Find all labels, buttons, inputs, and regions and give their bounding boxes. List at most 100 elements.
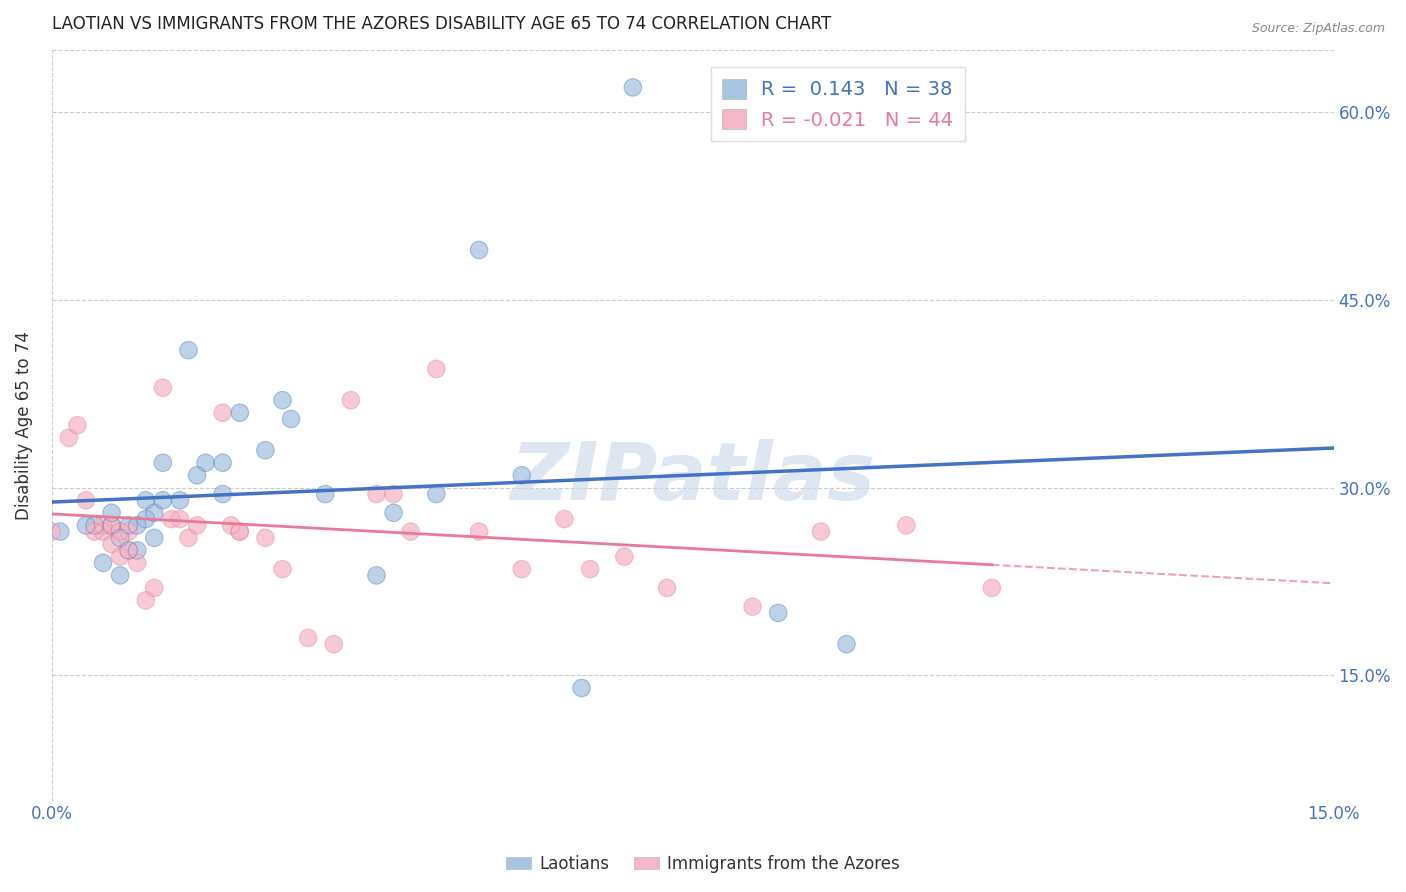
Point xyxy=(340,393,363,408)
Point xyxy=(143,506,166,520)
Point xyxy=(75,518,97,533)
Point xyxy=(425,487,447,501)
Point xyxy=(211,487,233,501)
Point xyxy=(100,537,122,551)
Point xyxy=(143,531,166,545)
Point xyxy=(152,381,174,395)
Legend: Laotians, Immigrants from the Azores: Laotians, Immigrants from the Azores xyxy=(499,848,907,880)
Point xyxy=(571,681,593,695)
Point xyxy=(118,543,141,558)
Point xyxy=(118,543,141,558)
Point xyxy=(135,512,157,526)
Point xyxy=(254,531,277,545)
Point xyxy=(322,637,344,651)
Point xyxy=(468,524,491,539)
Point xyxy=(160,512,183,526)
Point xyxy=(980,581,1002,595)
Point xyxy=(108,549,131,564)
Point xyxy=(66,418,89,433)
Point xyxy=(58,431,80,445)
Point xyxy=(152,493,174,508)
Point xyxy=(229,524,252,539)
Point xyxy=(896,518,918,533)
Point xyxy=(177,531,200,545)
Point xyxy=(108,531,131,545)
Point xyxy=(135,493,157,508)
Point xyxy=(100,506,122,520)
Point xyxy=(980,581,1002,595)
Point xyxy=(83,518,105,533)
Point xyxy=(297,631,319,645)
Point xyxy=(835,637,858,651)
Point xyxy=(135,512,157,526)
Point xyxy=(468,243,491,257)
Text: LAOTIAN VS IMMIGRANTS FROM THE AZORES DISABILITY AGE 65 TO 74 CORRELATION CHART: LAOTIAN VS IMMIGRANTS FROM THE AZORES DI… xyxy=(52,15,831,33)
Point xyxy=(322,637,344,651)
Point xyxy=(177,531,200,545)
Point xyxy=(219,518,242,533)
Point xyxy=(382,487,405,501)
Point xyxy=(254,443,277,458)
Point xyxy=(108,524,131,539)
Point xyxy=(229,406,252,420)
Point xyxy=(75,493,97,508)
Point xyxy=(510,562,533,576)
Point xyxy=(229,406,252,420)
Point xyxy=(118,524,141,539)
Point xyxy=(766,606,789,620)
Legend: R =  0.143   N = 38, R = -0.021   N = 44: R = 0.143 N = 38, R = -0.021 N = 44 xyxy=(710,67,965,141)
Point xyxy=(655,581,678,595)
Point xyxy=(229,524,252,539)
Point xyxy=(83,524,105,539)
Point xyxy=(127,518,149,533)
Point xyxy=(108,549,131,564)
Point xyxy=(135,493,157,508)
Point xyxy=(118,524,141,539)
Point xyxy=(314,487,336,501)
Point xyxy=(896,518,918,533)
Point xyxy=(254,443,277,458)
Point xyxy=(41,524,63,539)
Point xyxy=(49,524,72,539)
Point xyxy=(271,562,294,576)
Point xyxy=(297,631,319,645)
Point xyxy=(127,543,149,558)
Point xyxy=(108,524,131,539)
Point xyxy=(579,562,602,576)
Point xyxy=(135,593,157,607)
Point xyxy=(280,412,302,426)
Point xyxy=(66,418,89,433)
Point xyxy=(41,524,63,539)
Point xyxy=(186,468,208,483)
Point xyxy=(271,562,294,576)
Point xyxy=(468,243,491,257)
Point xyxy=(127,556,149,570)
Point xyxy=(108,568,131,582)
Point xyxy=(366,568,388,582)
Point xyxy=(100,518,122,533)
Point xyxy=(211,456,233,470)
Point xyxy=(152,456,174,470)
Point xyxy=(340,393,363,408)
Point xyxy=(835,637,858,651)
Point xyxy=(186,518,208,533)
Point xyxy=(399,524,422,539)
Point xyxy=(211,406,233,420)
Point xyxy=(169,493,191,508)
Point xyxy=(100,537,122,551)
Point xyxy=(510,562,533,576)
Point xyxy=(127,518,149,533)
Point xyxy=(741,599,763,614)
Point xyxy=(127,543,149,558)
Point xyxy=(613,549,636,564)
Point xyxy=(177,343,200,358)
Point xyxy=(135,593,157,607)
Point xyxy=(810,524,832,539)
Point xyxy=(127,556,149,570)
Point xyxy=(83,518,105,533)
Point xyxy=(152,381,174,395)
Point xyxy=(382,506,405,520)
Point xyxy=(571,681,593,695)
Point xyxy=(143,581,166,595)
Point xyxy=(219,518,242,533)
